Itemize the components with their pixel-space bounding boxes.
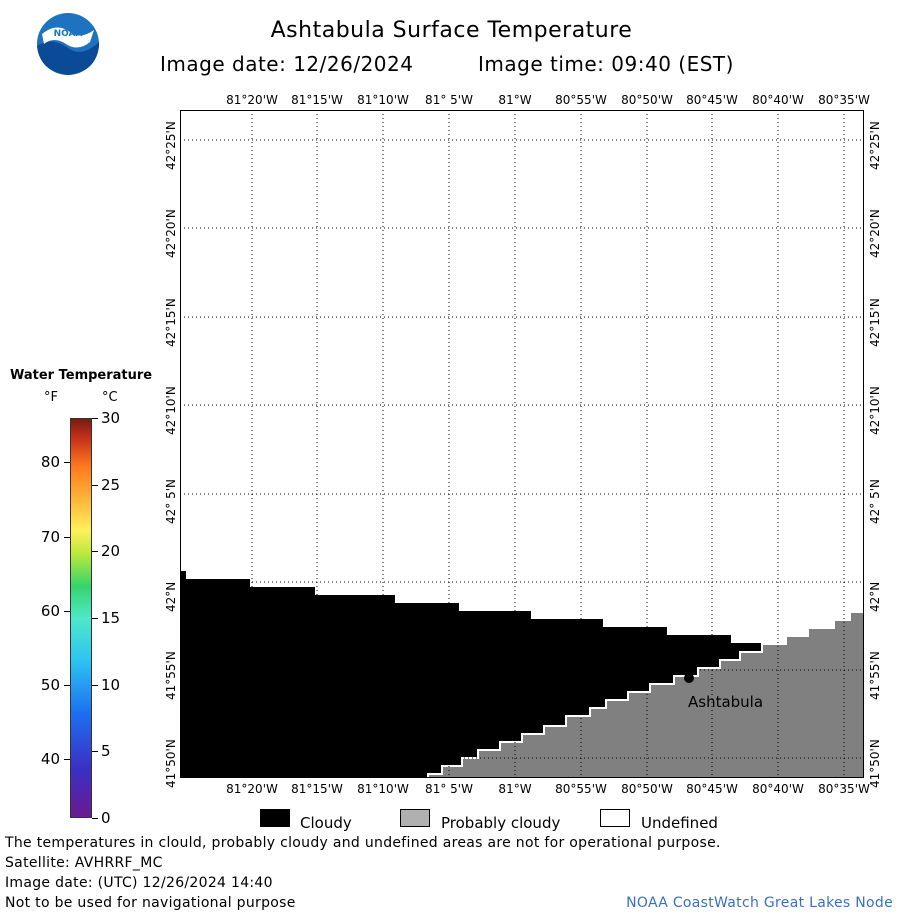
fahrenheit-tick-label: 40 — [40, 749, 60, 768]
fahrenheit-tick-label: 60 — [40, 601, 60, 620]
lat-label: 42° 5'N — [868, 479, 882, 524]
fahrenheit-tick-label: 70 — [40, 527, 60, 546]
lat-label: 41°50'N — [868, 739, 882, 788]
fahrenheit-tick-mark — [64, 462, 70, 464]
lon-label: 80°45'W — [686, 782, 738, 796]
celsius-tick-label: 30 — [101, 409, 121, 427]
fahrenheit-tick-mark — [64, 684, 70, 686]
fahrenheit-tick-mark — [64, 610, 70, 612]
lat-label: 42°25'N — [868, 121, 882, 170]
lon-label: 81°W — [498, 93, 532, 107]
map-svg: Ashtabula — [180, 110, 865, 779]
lon-label: 80°35'W — [818, 782, 870, 796]
footer-credit: NOAA CoastWatch Great Lakes Node — [626, 895, 893, 911]
lat-label: 41°50'N — [164, 739, 178, 788]
lon-label: 81°W — [498, 782, 532, 796]
lon-label: 81°10'W — [357, 782, 409, 796]
fahrenheit-tick-mark — [64, 536, 70, 538]
lon-label: 80°40'W — [752, 782, 804, 796]
fahrenheit-tick-mark — [64, 758, 70, 760]
lat-label: 42°10'N — [164, 386, 178, 435]
lat-label: 42°20'N — [164, 209, 178, 258]
logo-text: NOAA — [54, 29, 83, 39]
lat-label: 42°N — [868, 581, 882, 612]
lat-label: 41°55'N — [868, 651, 882, 700]
celsius-tick-label: 10 — [101, 675, 121, 694]
lon-label: 81° 5'W — [425, 93, 473, 107]
map-frame: Ashtabula — [180, 110, 865, 779]
lon-label: 80°35'W — [818, 93, 870, 107]
lat-label: 42°10'N — [868, 386, 882, 435]
lon-label: 80°50'W — [621, 782, 673, 796]
celsius-tick-mark — [92, 418, 98, 419]
probably-cloudy-swatch — [400, 809, 430, 827]
lat-label: 42°25'N — [164, 121, 178, 170]
celsius-tick-label: 20 — [101, 542, 121, 561]
celsius-tick-mark — [92, 618, 98, 619]
lon-label: 81°15'W — [291, 782, 343, 796]
lon-label: 81°10'W — [357, 93, 409, 107]
footer-utc-date: Image date: (UTC) 12/26/2024 14:40 — [5, 875, 273, 891]
lat-label: 42°15'N — [868, 298, 882, 347]
image-date: Image date: 12/26/2024 — [160, 52, 414, 76]
lon-label: 81° 5'W — [425, 782, 473, 796]
noaa-logo: NOAA — [36, 12, 100, 76]
city-label: Ashtabula — [688, 693, 763, 711]
footer-disclaimer: The temperatures in clould, probably clo… — [5, 835, 721, 851]
lon-label: 80°50'W — [621, 93, 673, 107]
unit-fahrenheit: °F — [44, 390, 58, 405]
lat-label: 41°55'N — [164, 651, 178, 700]
ashtabula-marker — [684, 673, 694, 683]
lon-label: 80°55'W — [555, 93, 607, 107]
fahrenheit-tick-label: 80 — [40, 453, 60, 472]
map-border — [180, 110, 864, 778]
lat-label: 42°15'N — [164, 298, 178, 347]
celsius-tick-label: 15 — [101, 609, 121, 627]
cloudy-swatch — [260, 809, 290, 827]
celsius-tick-mark — [92, 484, 98, 486]
unit-celsius: °C — [102, 390, 118, 405]
legend-title: Water Temperature — [10, 368, 153, 383]
temperature-colorbar — [70, 418, 92, 818]
celsius-tick-mark — [92, 751, 98, 753]
undefined-label: Undefined — [641, 814, 718, 832]
fahrenheit-tick-label: 50 — [40, 675, 60, 694]
footer-satellite: Satellite: AVHRRF_MC — [5, 855, 163, 871]
undefined-swatch — [600, 809, 630, 827]
footer-navigation-warning: Not to be used for navigational purpose — [5, 895, 296, 911]
cloudy-label: Cloudy — [300, 814, 352, 832]
probably-cloudy-area — [427, 611, 865, 779]
probably-cloudy-label: Probably cloudy — [441, 814, 561, 832]
lat-label: 42° 5'N — [164, 479, 178, 524]
lat-label: 42°N — [164, 581, 178, 612]
lon-label: 80°45'W — [686, 93, 738, 107]
page-title: Ashtabula Surface Temperature — [270, 18, 633, 43]
lon-label: 80°55'W — [555, 782, 607, 796]
celsius-tick-mark — [92, 818, 98, 819]
celsius-tick-mark — [92, 684, 98, 686]
map-grid — [180, 110, 864, 778]
celsius-tick-mark — [92, 551, 98, 553]
lon-label: 81°20'W — [226, 782, 278, 796]
lon-label: 81°20'W — [226, 93, 278, 107]
celsius-tick-label: 5 — [101, 742, 111, 761]
celsius-tick-label: 0 — [101, 809, 111, 827]
image-time: Image time: 09:40 (EST) — [478, 52, 734, 76]
lon-label: 80°40'W — [752, 93, 804, 107]
lon-label: 81°15'W — [291, 93, 343, 107]
lat-label: 42°20'N — [868, 209, 882, 258]
celsius-tick-label: 25 — [101, 475, 121, 494]
